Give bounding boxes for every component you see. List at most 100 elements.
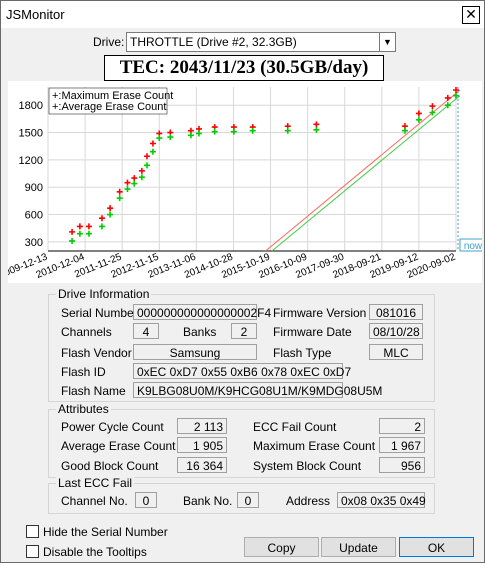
good-block-label: Good Block Count	[61, 459, 159, 473]
avg-erase-field: 1 905	[177, 437, 227, 453]
attributes-title: Attributes	[56, 402, 111, 416]
power-cycle-label: Power Cycle Count	[61, 420, 164, 434]
flash-name-field: K9LBG08U0M/K9HCG08U1M/K9MDG08U5M	[133, 382, 382, 398]
erase-count-chart: 300 600 900 1200 1500 1800 2009-12-13 2010-12-0…	[0, 81, 485, 283]
attributes-group: Attributes	[48, 402, 435, 478]
max-erase-point	[453, 87, 459, 94]
legend-entry: +:Average Erase Count	[52, 101, 166, 113]
drive-info-title: Drive Information	[56, 287, 152, 301]
disable-tooltips-checkbox[interactable]	[26, 545, 39, 558]
update-button[interactable]: Update	[321, 537, 396, 557]
avg-erase-point	[415, 116, 422, 123]
last-ecc-group: Last ECC Fail	[48, 476, 435, 514]
avg-erase-point	[85, 230, 92, 237]
flash-id-field: 0xEC 0xD7 0x55 0xB6 0x78 0xEC 0xD7	[133, 363, 351, 379]
avg-erase-point	[211, 128, 218, 135]
avg-erase-point	[167, 134, 174, 141]
y-tick-label: 900	[25, 182, 43, 194]
y-tick-label: 1500	[19, 128, 43, 140]
avg-erase-point	[284, 127, 291, 134]
drive-select[interactable]: THROTTLE (Drive #2, 32.3GB) ▼	[126, 32, 396, 52]
drive-select-value: THROTTLE (Drive #2, 32.3GB)	[130, 35, 297, 49]
max-erase-point	[444, 94, 451, 101]
y-tick-label: 600	[25, 210, 43, 222]
avg-erase-point	[187, 132, 194, 139]
y-tick-label: 1200	[19, 155, 43, 167]
system-block-field: 956	[379, 457, 425, 473]
flash-vendor-field: Samsung	[133, 344, 257, 360]
system-block-label: System Block Count	[253, 459, 362, 473]
avg-erase-point	[69, 237, 76, 244]
disable-tooltips-label[interactable]: Disable the Tooltips	[43, 545, 147, 559]
avg-erase-point	[131, 180, 138, 187]
avg-erase-point	[143, 162, 150, 169]
bank-no-field: 0	[237, 492, 259, 508]
firmware-version-label: Firmware Version	[273, 306, 367, 320]
max-erase-point	[143, 153, 150, 160]
flash-vendor-label: Flash Vendor	[61, 346, 132, 360]
max-erase-point	[116, 188, 123, 195]
max-trend-line	[265, 89, 461, 252]
max-erase-point	[69, 228, 76, 235]
y-tick-label: 1800	[19, 100, 43, 112]
channels-field: 4	[133, 323, 159, 339]
avg-erase-point	[138, 174, 145, 181]
drive-label: Drive:	[93, 35, 125, 49]
avg-erase-point	[98, 223, 105, 230]
chevron-down-icon[interactable]: ▼	[379, 33, 395, 51]
firmware-date-field: 08/10/28	[369, 323, 423, 339]
hide-serial-checkbox[interactable]	[26, 525, 39, 538]
copy-button[interactable]: Copy	[244, 537, 319, 557]
now-label: now	[464, 241, 482, 252]
flash-type-label: Flash Type	[273, 346, 332, 360]
ecc-fail-label: ECC Fail Count	[253, 420, 337, 434]
max-erase-point	[107, 205, 114, 212]
tec-estimate: TEC: 2043/11/23 (30.5GB/day)	[104, 55, 384, 81]
avg-erase-point	[124, 186, 131, 193]
chart-canvas: 3006009001200150018002009-12-132010-12-0…	[0, 87, 485, 281]
avg-erase-point	[116, 195, 123, 202]
flash-type-field: MLC	[369, 344, 423, 360]
serial-number-field: 000000000000000002F4	[133, 304, 271, 320]
max-erase-point	[149, 140, 156, 147]
serial-label: Serial Number	[61, 306, 138, 320]
avg-erase-point	[444, 102, 451, 109]
avg-erase-label: Average Erase Count	[61, 439, 176, 453]
avg-erase-point	[401, 127, 408, 134]
max-erase-point	[138, 167, 145, 174]
avg-erase-point	[249, 127, 256, 134]
avg-erase-point	[149, 148, 156, 155]
close-icon[interactable]: ✕	[462, 6, 480, 24]
avg-erase-point	[230, 128, 237, 135]
avg-trend-line	[271, 95, 461, 252]
hide-serial-label[interactable]: Hide the Serial Number	[43, 525, 168, 539]
max-erase-point	[313, 121, 320, 128]
channel-no-label: Channel No.	[61, 494, 128, 508]
ok-button[interactable]: OK	[399, 537, 474, 557]
flash-id-label: Flash ID	[61, 365, 106, 379]
title-bar: JSMonitor ✕	[1, 1, 484, 28]
address-label: Address	[286, 494, 331, 508]
avg-erase-point	[313, 126, 320, 133]
avg-erase-point	[107, 211, 114, 218]
avg-erase-point	[76, 230, 83, 237]
max-erase-field: 1 967	[379, 437, 425, 453]
avg-erase-point	[195, 130, 202, 137]
max-erase-point	[85, 223, 92, 230]
now-badge	[459, 238, 485, 252]
banks-label: Banks	[183, 325, 217, 339]
max-erase-point	[429, 103, 436, 110]
chart-legend	[48, 87, 168, 115]
window-title: JSMonitor	[6, 7, 65, 22]
last-ecc-title: Last ECC Fail	[56, 476, 135, 490]
max-erase-label: Maximum Erase Count	[253, 439, 376, 453]
max-erase-point	[124, 179, 131, 186]
firmware-date-label: Firmware Date	[273, 325, 352, 339]
max-erase-point	[76, 223, 83, 230]
max-erase-point	[131, 175, 138, 182]
banks-field: 2	[231, 323, 257, 339]
power-cycle-field: 2 113	[177, 418, 227, 434]
avg-erase-point	[156, 135, 163, 142]
firmware-version-field: 081016	[369, 304, 423, 320]
y-tick-label: 300	[25, 237, 43, 249]
